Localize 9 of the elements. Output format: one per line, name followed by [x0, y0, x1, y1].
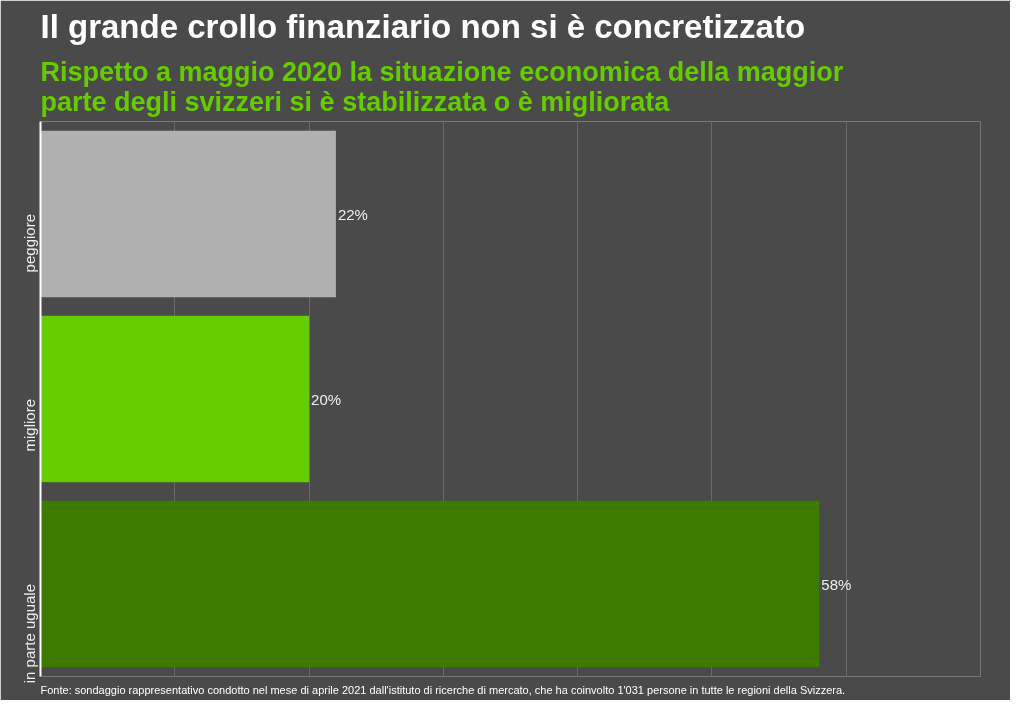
- chart-subtitle: Rispetto a maggio 2020 la situazione economica della maggior parte degli svizzeri si è stabilizzata o è migliorata: [40, 56, 844, 117]
- source-note: Fonte: sondaggio rappresentativo condotto nel mese di aprile 2021 dall'istituto di ricerche di mercato, che ha coinvolto 1'031 persone in tutte le regioni della Svizzera.: [40, 683, 846, 696]
- data-label: 58%: [821, 576, 852, 593]
- chart-title: Il grande crollo finanziario non si è concretizzato: [40, 7, 806, 45]
- data-label: 20%: [311, 391, 342, 408]
- y-tick-label: in parte uguale: [21, 583, 38, 684]
- y-tick-label: peggiore: [21, 213, 38, 273]
- data-label: 22%: [337, 206, 368, 223]
- y-tick-label: migliore: [21, 399, 38, 452]
